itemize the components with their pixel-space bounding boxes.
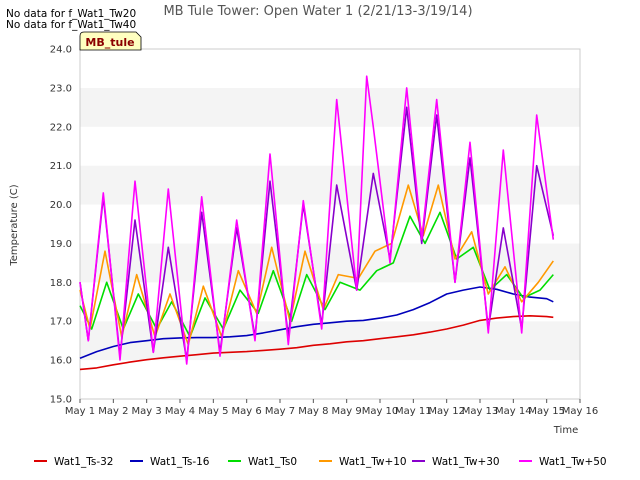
x-tick-label: May 6 <box>232 406 262 417</box>
grid-band <box>80 87 580 127</box>
x-tick-label: May 8 <box>298 406 328 417</box>
y-axis: 15.0 16.0 17.0 18.0 19.0 20.0 21.0 22.0 23.0 24.0 <box>50 45 72 406</box>
y-tick-label: 17.0 <box>50 317 72 328</box>
no-data-note-tw40: No data for f_Wat1_Tw40 <box>6 19 136 31</box>
x-tick-label: May 7 <box>265 406 295 417</box>
y-tick-label: 22.0 <box>50 122 72 133</box>
x-tick-label: May 4 <box>165 406 195 417</box>
x-tick-label: May 2 <box>98 406 128 417</box>
series-line-wat1-tw-50 <box>79 75 555 365</box>
series-line-wat1-ts-32 <box>79 314 554 371</box>
y-tick-label: 24.0 <box>50 45 72 56</box>
x-tick-label: May 9 <box>332 406 362 417</box>
x-tick-label: May 14 <box>495 406 532 417</box>
station-tag-box <box>79 31 142 51</box>
y-tick-label: 20.0 <box>50 200 72 211</box>
x-tick-label: May 10 <box>362 406 399 417</box>
y-tick-label: 16.0 <box>50 356 72 367</box>
chart-title: MB Tule Tower: Open Water 1 (2/21/13-3/1… <box>163 4 472 19</box>
x-axis: May 1 May 2 May 3 May 4 May 5 May 6 May 7 May 8… <box>65 399 598 417</box>
x-tick-label: May 13 <box>462 406 499 417</box>
legend-label: Wat1_Tw+50 <box>539 456 607 468</box>
y-tick-label: 19.0 <box>50 239 72 250</box>
y-tick-label: 23.0 <box>50 83 72 94</box>
x-tick-label: May 3 <box>132 406 162 417</box>
grid-band <box>80 126 580 166</box>
x-tick-label: May 1 <box>65 406 95 417</box>
x-tick-label: May 15 <box>528 406 565 417</box>
x-tick-label: May 5 <box>198 406 228 417</box>
legend-label: Wat1_Tw+10 <box>339 456 407 468</box>
legend: Wat1_Ts-32 Wat1_Ts-16 Wat1_Ts0 Wat1_Tw+10 Wa… <box>34 456 607 468</box>
station-tag-label: MB_tule <box>85 36 134 49</box>
y-tick-label: 21.0 <box>50 161 72 172</box>
grid-band <box>80 49 580 88</box>
grid-band <box>80 360 580 399</box>
y-tick-label: 18.0 <box>50 278 72 289</box>
series-lines <box>79 75 555 371</box>
grid-band <box>80 321 580 361</box>
legend-label: Wat1_Tw+30 <box>432 456 500 468</box>
plot-frame <box>79 48 581 400</box>
y-tick-label: 15.0 <box>50 395 72 406</box>
x-axis-label: Time <box>553 425 578 436</box>
legend-label: Wat1_Ts0 <box>248 456 297 468</box>
legend-label: Wat1_Ts-16 <box>150 456 210 468</box>
plot-bands <box>80 49 580 399</box>
x-tick-label: May 16 <box>562 406 599 417</box>
x-tick-label: May 11 <box>395 406 432 417</box>
no-data-note-tw20: No data for f_Wat1_Tw20 <box>6 8 136 20</box>
y-axis-label: Temperature (C) <box>9 184 20 266</box>
legend-label: Wat1_Ts-32 <box>54 456 114 468</box>
x-tick-label: May 12 <box>428 406 465 417</box>
station-tag: MB_tule <box>79 31 142 51</box>
